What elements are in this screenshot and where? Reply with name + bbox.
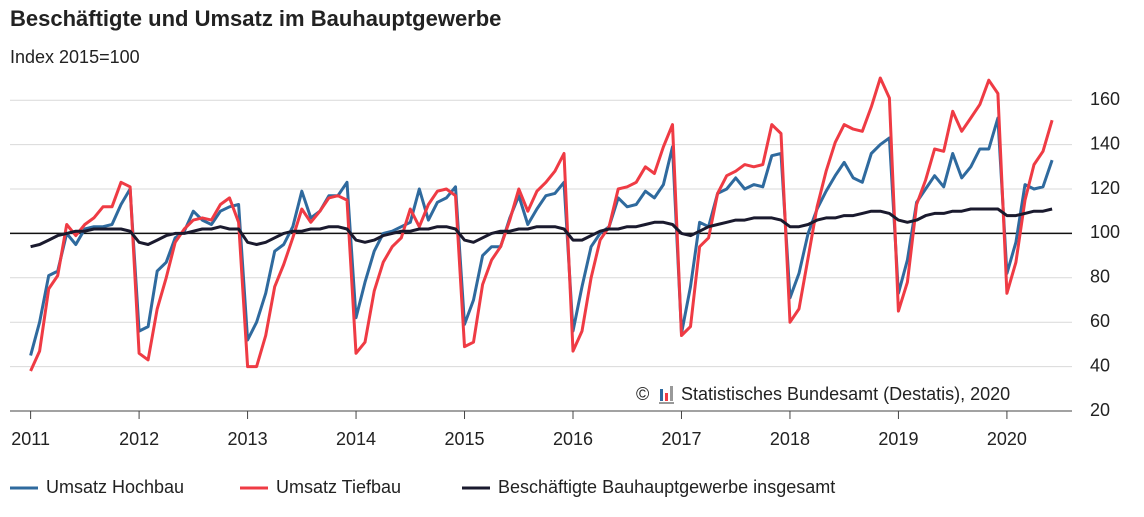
logo-base <box>659 402 674 404</box>
source: © Statistisches Bundesamt (Destatis), 20… <box>634 380 1034 406</box>
x-tick-label: 2015 <box>444 429 484 449</box>
series-line <box>29 116 1054 356</box>
x-tick-label: 2014 <box>336 429 376 449</box>
y-tick-label: 140 <box>1090 133 1120 153</box>
logo-bar <box>665 393 668 401</box>
y-tick-label: 80 <box>1090 267 1110 287</box>
x-tick-label: 2011 <box>11 429 50 449</box>
y-tick-label: 60 <box>1090 311 1110 331</box>
x-tick-label: 2017 <box>661 429 701 449</box>
x-tick-label: 2020 <box>987 429 1027 449</box>
logo-bar <box>670 386 673 401</box>
x-tick-label: 2019 <box>878 429 918 449</box>
chart-subtitle: Index 2015=100 <box>10 47 140 67</box>
series-line <box>29 76 1054 372</box>
legend-label: Beschäftigte Bauhauptgewerbe insgesamt <box>498 477 835 497</box>
x-tick-label: 2013 <box>228 429 268 449</box>
y-tick-label: 100 <box>1090 222 1120 242</box>
y-tick-label: 40 <box>1090 355 1110 375</box>
x-tick-label: 2018 <box>770 429 810 449</box>
copyright: © <box>636 384 649 404</box>
y-tick-label: 160 <box>1090 89 1120 109</box>
legend-label: Umsatz Hochbau <box>46 477 184 497</box>
y-tick-label: 120 <box>1090 178 1120 198</box>
source-bg <box>634 380 1034 406</box>
x-tick-label: 2016 <box>553 429 593 449</box>
chart-title: Beschäftigte und Umsatz im Bauhauptgewer… <box>10 6 501 31</box>
y-tick-label: 20 <box>1090 400 1110 420</box>
plot-area: 20 40 60 80 100 120 140 160 2011 2012 2013 2014 2015… <box>10 76 1120 497</box>
series-line <box>30 207 1053 249</box>
logo-bar <box>660 389 663 401</box>
legend-label: Umsatz Tiefbau <box>276 477 401 497</box>
source-text: Statistisches Bundesamt (Destatis), 2020 <box>681 384 1010 404</box>
x-tick-label: 2012 <box>119 429 159 449</box>
